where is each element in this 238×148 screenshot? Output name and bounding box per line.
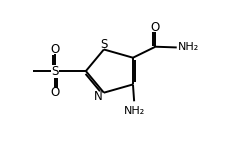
Text: O: O — [50, 43, 60, 56]
Text: S: S — [100, 38, 108, 51]
Text: O: O — [50, 86, 60, 99]
Text: NH₂: NH₂ — [124, 106, 145, 116]
Text: O: O — [151, 21, 160, 34]
Text: S: S — [51, 65, 59, 78]
Text: N: N — [94, 90, 102, 103]
Text: NH₂: NH₂ — [178, 42, 199, 52]
